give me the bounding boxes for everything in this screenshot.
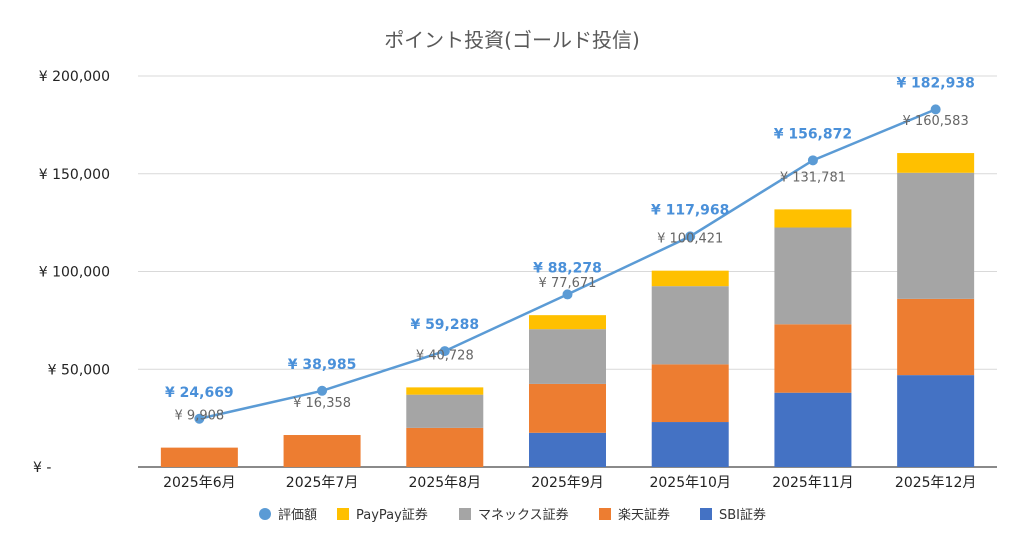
- bar-total-label: ¥ 160,583: [903, 114, 969, 129]
- chart-title: ポイント投資(ゴールド投信): [384, 28, 640, 52]
- legend-label: 楽天証券: [618, 507, 670, 523]
- valuation-label: ¥ 182,938: [896, 75, 974, 91]
- data-labels: ¥ 9,908 ¥ 16,358 ¥ 40,728 ¥ 77,671 ¥ 100,421…: [165, 75, 975, 423]
- bar-segment: [897, 298, 975, 376]
- bar-segment: [406, 387, 484, 395]
- bar-segment: [651, 364, 729, 423]
- bar-segment: [529, 315, 606, 330]
- bar-segment: [897, 153, 975, 173]
- x-tick-label: 2025年10月: [649, 475, 730, 491]
- y-tick-label: ¥ 50,000: [48, 362, 110, 378]
- line-point: [194, 413, 205, 424]
- x-tick-label: 2025年9月: [531, 475, 604, 491]
- bar-segment: [774, 392, 852, 467]
- legend-label: 評価額: [278, 508, 317, 523]
- bar-total-label: ¥ 100,421: [657, 232, 723, 247]
- bar-total-label: ¥ 9,908: [175, 409, 225, 424]
- bar-total-label: ¥ 77,671: [539, 276, 597, 291]
- legend-marker: [337, 508, 349, 520]
- legend-label: PayPay証券: [356, 507, 428, 523]
- x-tick-label: 2025年8月: [409, 475, 482, 491]
- valuation-label: ¥ 24,669: [165, 385, 234, 401]
- x-tick-label: 2025年12月: [895, 475, 976, 491]
- y-tick-label: ¥ 200,000: [39, 69, 110, 85]
- valuation-line: [194, 104, 941, 424]
- legend: 評価額 PayPay証券 マネックス証券 楽天証券 SBI証券: [259, 507, 766, 523]
- y-tick-label: ¥ 150,000: [39, 167, 110, 183]
- y-tick-label: ¥ 100,000: [39, 265, 110, 281]
- bar-total-label: ¥ 40,728: [416, 348, 474, 363]
- bar-segment: [897, 172, 975, 299]
- bar-segment: [283, 435, 361, 467]
- y-tick-label: ¥ -: [33, 460, 51, 476]
- line-point: [562, 289, 573, 300]
- x-axis: 2025年6月 2025年7月 2025年8月 2025年9月 2025年10月 2025…: [163, 475, 976, 491]
- bar-segment: [774, 209, 852, 228]
- bar-total-label: ¥ 16,358: [293, 396, 351, 411]
- y-axis: ¥ - ¥ 50,000 ¥ 100,000 ¥ 150,000 ¥ 200,000: [33, 69, 110, 476]
- valuation-label: ¥ 38,985: [288, 357, 357, 373]
- stacked-bars: [160, 153, 975, 467]
- bar-segment: [897, 375, 975, 467]
- legend-marker: [259, 508, 271, 520]
- legend-label: マネックス証券: [478, 507, 569, 523]
- x-tick-label: 2025年11月: [772, 475, 853, 491]
- bar-segment: [529, 329, 606, 384]
- bar-segment: [774, 227, 852, 325]
- bar-segment: [651, 422, 729, 467]
- line-point: [439, 346, 450, 357]
- line-point: [685, 231, 696, 242]
- line-point: [930, 104, 941, 115]
- line-point: [317, 385, 328, 396]
- legend-marker: [700, 508, 712, 520]
- bar-segment: [406, 394, 484, 428]
- legend-marker: [459, 508, 471, 520]
- x-tick-label: 2025年6月: [163, 475, 236, 491]
- bar-segment: [774, 324, 852, 393]
- line-point: [807, 155, 818, 166]
- bar-total-label: ¥ 131,781: [780, 170, 846, 185]
- bar-segment: [529, 432, 606, 467]
- legend-marker: [599, 508, 611, 520]
- valuation-label: ¥ 59,288: [410, 317, 479, 333]
- bar-segment: [406, 427, 484, 467]
- x-tick-label: 2025年7月: [286, 475, 359, 491]
- bar-segment: [651, 286, 729, 365]
- valuation-label: ¥ 117,968: [651, 202, 729, 218]
- bar-segment: [529, 383, 606, 433]
- valuation-label: ¥ 156,872: [774, 126, 852, 142]
- valuation-label: ¥ 88,278: [533, 260, 602, 276]
- bar-segment: [160, 447, 238, 467]
- legend-label: SBI証券: [719, 507, 766, 523]
- bar-segment: [651, 270, 729, 287]
